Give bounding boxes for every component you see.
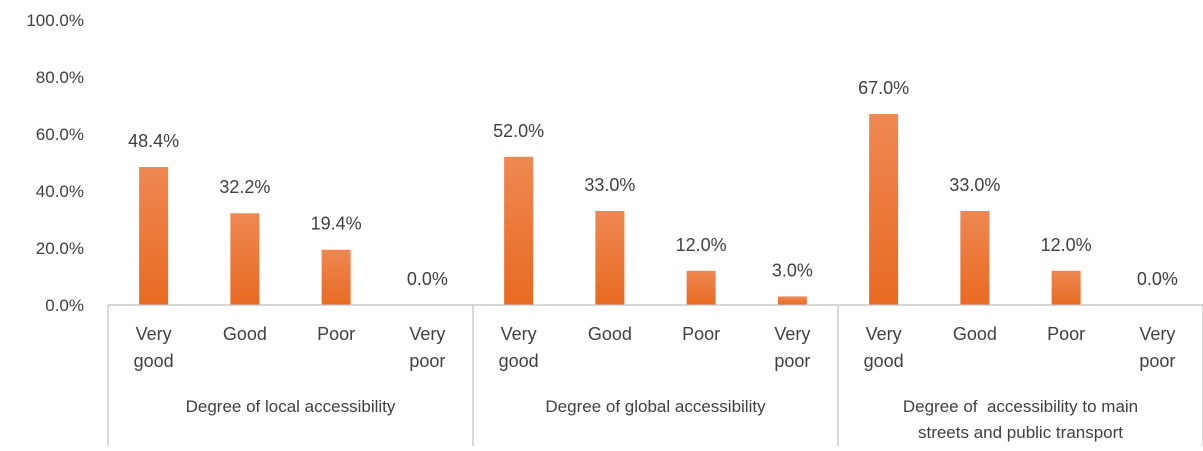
data-label: 0.0% [407,269,448,289]
bar [230,213,260,305]
category-label: Very [409,324,445,344]
category-label: poor [774,351,810,371]
bar [595,210,625,305]
y-tick-label: 0.0% [45,296,84,315]
category-label: Good [953,324,997,344]
data-label: 0.0% [1137,269,1178,289]
category-label: Poor [682,324,720,344]
category-label: poor [1139,351,1175,371]
category-label: Very [866,324,902,344]
y-tick-label: 80.0% [36,68,84,87]
group-label: Degree of accessibility to main [903,397,1138,416]
category-label: Poor [1047,324,1085,344]
data-label: 19.4% [311,214,362,234]
x-axis [107,304,1203,446]
data-label: 12.0% [1041,235,1092,255]
data-label: 3.0% [772,260,813,280]
y-axis-tick-labels: 0.0% 20.0% 40.0% 60.0% 80.0% 100.0% [26,11,84,315]
bar [686,270,716,305]
y-tick-label: 60.0% [36,125,84,144]
group-label: Degree of global accessibility [545,397,766,416]
category-label: good [499,351,539,371]
bar [1051,270,1081,305]
bar [777,296,807,305]
data-label: 67.0% [858,78,909,98]
y-tick-label: 40.0% [36,182,84,201]
bar [139,167,169,305]
category-labels: Very good Good Poor Very poor Very good Good Poor… [134,324,1176,371]
bar-series [139,114,1081,305]
data-label: 33.0% [949,175,1000,195]
category-label: Very [136,324,172,344]
y-tick-label: 20.0% [36,239,84,258]
category-label: Poor [317,324,355,344]
data-label: 33.0% [584,175,635,195]
data-label: 32.2% [219,177,270,197]
category-label: Good [588,324,632,344]
category-label: Very [501,324,537,344]
bar [960,210,990,305]
data-label: 12.0% [676,235,727,255]
category-label: good [134,351,174,371]
data-label: 48.4% [128,131,179,151]
category-label: Good [223,324,267,344]
data-labels: 48.4% 32.2% 19.4% 0.0% 52.0% 33.0% 12.0% 3.0% 67… [128,78,1178,289]
group-labels: Degree of local accessibility Degree of g… [186,397,1139,442]
y-tick-label: 100.0% [26,11,84,30]
category-label: Very [774,324,810,344]
data-label: 52.0% [493,121,544,141]
group-label: Degree of local accessibility [186,397,396,416]
bar [504,156,534,305]
category-label: poor [409,351,445,371]
category-label: good [864,351,904,371]
bar [321,249,351,305]
bar [869,114,899,305]
category-label: Very [1139,324,1175,344]
group-label: streets and public transport [918,423,1123,442]
